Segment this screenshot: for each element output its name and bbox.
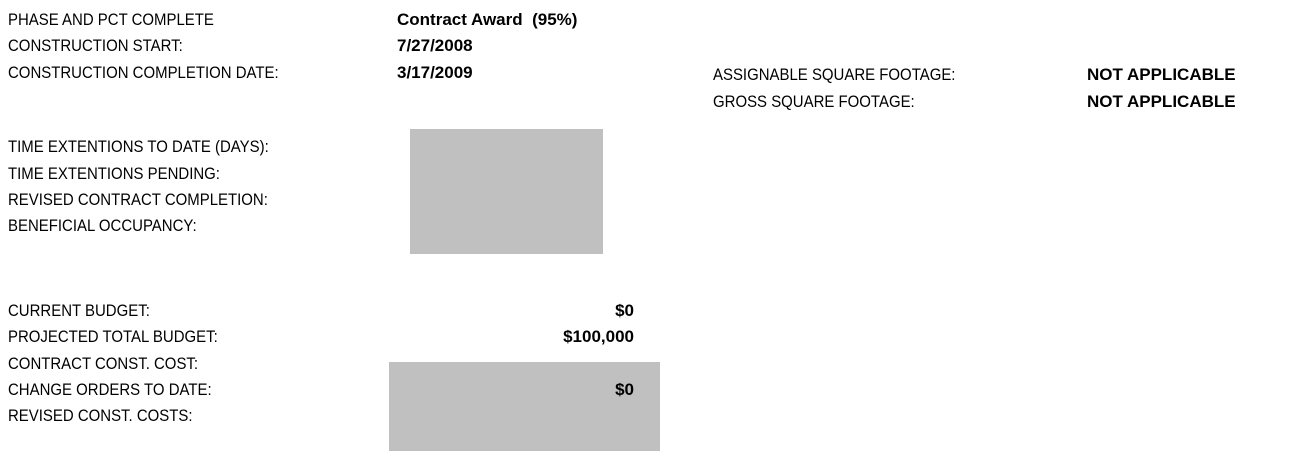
label: TIME EXTENTIONS PENDING: <box>8 164 220 183</box>
value: NOT APPLICABLE <box>1087 65 1236 84</box>
label: GROSS SQUARE FOOTAGE: <box>713 92 915 111</box>
label: PROJECTED TOTAL BUDGET: <box>8 327 218 346</box>
label: CONSTRUCTION COMPLETION DATE: <box>8 63 279 82</box>
gray-box <box>389 362 660 451</box>
label: CURRENT BUDGET: <box>8 301 150 320</box>
label: REVISED CONST. COSTS: <box>8 406 193 425</box>
label: PHASE AND PCT COMPLETE <box>8 10 214 29</box>
label: CONTRACT CONST. COST: <box>8 354 199 373</box>
value: $0 <box>615 380 634 399</box>
label: CHANGE ORDERS TO DATE: <box>8 380 212 399</box>
value: 7/27/2008 <box>397 36 473 55</box>
gray-box <box>410 129 603 254</box>
value: Contract Award (95%) <box>397 10 578 29</box>
value: 3/17/2009 <box>397 63 473 82</box>
value: $0 <box>615 301 634 320</box>
label: ASSIGNABLE SQUARE FOOTAGE: <box>713 65 956 84</box>
value: $100,000 <box>563 327 634 346</box>
label: CONSTRUCTION START: <box>8 36 183 55</box>
value: NOT APPLICABLE <box>1087 92 1236 111</box>
label: BENEFICIAL OCCUPANCY: <box>8 216 197 235</box>
label: REVISED CONTRACT COMPLETION: <box>8 190 268 209</box>
label: TIME EXTENTIONS TO DATE (DAYS): <box>8 137 269 156</box>
